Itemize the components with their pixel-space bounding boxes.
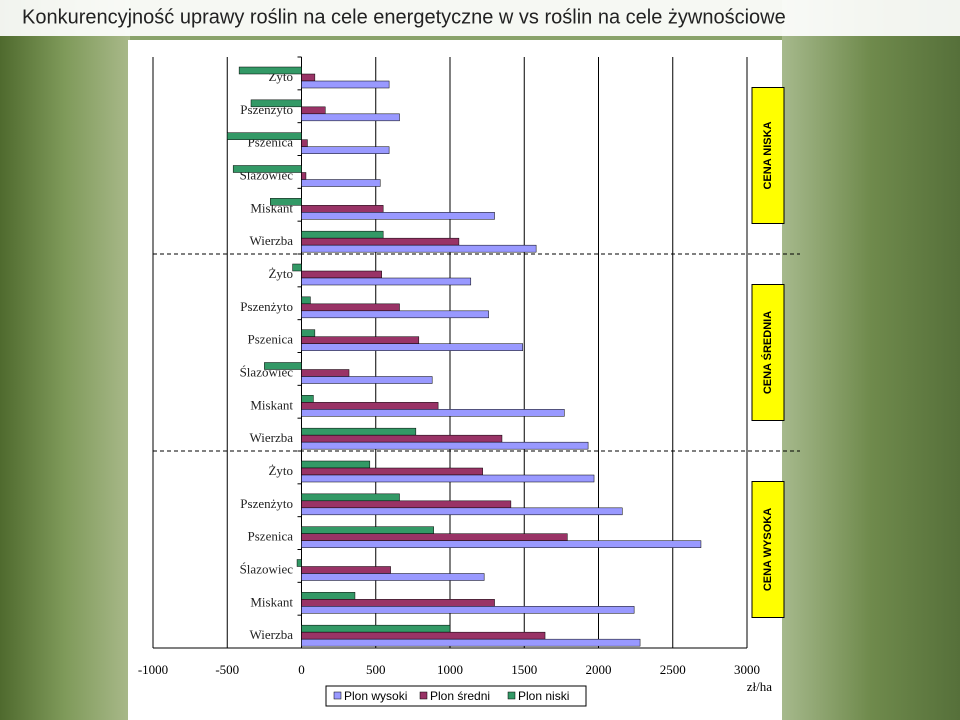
bar [301,296,311,305]
y-tick-label: Wierzba [249,233,293,248]
group-box [751,87,785,224]
bar [301,230,384,239]
bar [301,460,371,469]
x-tick-label: -1000 [138,662,168,677]
y-tick-label: Miskant [250,397,293,412]
bar [301,395,314,403]
x-tick-label: 2000 [586,662,612,677]
x-tick-label: 1000 [437,662,463,677]
x-tick-label: 3000 [734,662,760,677]
legend-swatch [507,691,516,700]
bar [301,205,384,213]
bar [301,434,503,443]
legend-label: Plon średni [430,689,490,703]
y-tick-label: Żyto [268,463,293,478]
title-band [0,0,960,36]
bar [301,113,400,122]
bar [301,540,702,548]
bar [301,441,589,450]
legend-box [325,685,587,707]
bar [301,270,382,279]
x-tick-label: 500 [366,662,386,677]
y-tick-label: Ślazowiec [240,561,294,576]
bar [301,573,485,581]
y-tick-label: Pszenżyto [240,299,293,314]
bar [301,500,512,509]
group-box [751,481,785,618]
bar [301,599,495,607]
bar [301,277,472,286]
x-tick-label: 1500 [511,662,537,677]
group-label: CENA ŚREDNIA [761,311,774,394]
bar [227,132,302,140]
bar [296,559,302,567]
bar [301,139,308,147]
bar [270,198,302,206]
bar [301,566,391,574]
bar [301,172,307,180]
bar [301,329,316,337]
bar [301,474,595,483]
bar [301,212,495,220]
background-right [782,0,960,720]
y-tick-label: Pszenżyto [240,496,293,511]
x-axis-label: zł/ha [747,679,772,694]
y-tick-label: Pszenica [248,332,294,347]
bar [238,66,302,75]
chart-title: Konkurencyjność uprawy roślin na cele en… [22,6,786,28]
legend-label: Plon niski [518,689,569,703]
bar [301,336,420,344]
bar [301,638,641,647]
bar [301,146,390,154]
legend-swatch [333,691,342,700]
bar [301,409,565,417]
legend: Plon wysoki Plon średni Plon niski [325,685,587,707]
x-tick-label: 2500 [660,662,686,677]
bar [301,303,400,312]
bar [292,263,302,272]
bar [301,427,417,436]
bar [301,376,433,384]
group-label: CENA NISKA [762,121,774,189]
bar [301,592,356,600]
bar [301,244,537,253]
bar [301,80,390,89]
bar [301,179,381,187]
bar [301,631,546,640]
bar [301,467,483,476]
bar [301,526,434,534]
background-left [0,0,130,720]
plot-panel [128,40,782,720]
x-tick-label: -500 [215,662,239,677]
bar [301,402,439,410]
y-tick-label: Żyto [268,266,293,281]
legend-label: Plon wysoki [344,689,407,703]
bar [301,310,489,319]
bar [301,369,350,377]
bar [301,343,524,351]
bar [301,606,635,614]
bar [301,237,460,246]
bar [301,106,326,115]
y-tick-label: Wierzba [249,627,293,642]
bar [232,165,302,173]
bar [301,73,316,82]
y-tick-label: Pszenica [248,529,294,544]
bar [264,362,302,370]
bar [301,624,451,633]
y-tick-label: Miskant [250,594,293,609]
bar [301,493,400,502]
bar [250,99,302,108]
group-box [751,284,785,421]
legend-swatch [419,691,428,700]
y-tick-label: Wierzba [249,430,293,445]
group-label: CENA WYSOKA [762,508,774,591]
x-tick-label: 0 [298,662,305,677]
bar [301,533,568,541]
bar [301,507,623,516]
